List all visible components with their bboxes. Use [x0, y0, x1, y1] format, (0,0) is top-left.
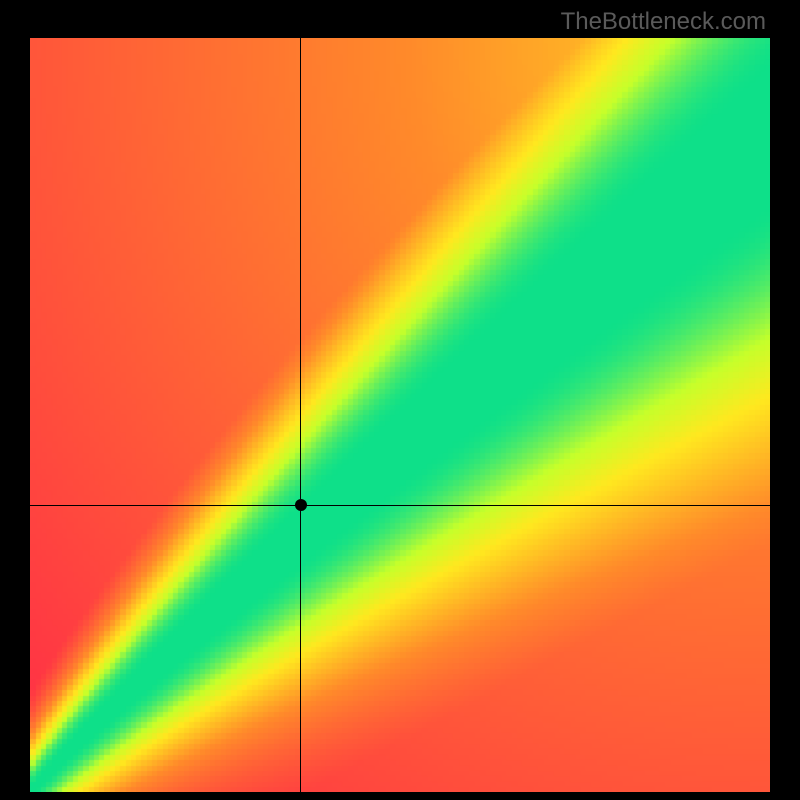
- bottleneck-heatmap: [30, 38, 770, 792]
- crosshair-horizontal: [30, 505, 770, 506]
- crosshair-vertical: [300, 38, 301, 792]
- watermark-text: TheBottleneck.com: [561, 8, 766, 36]
